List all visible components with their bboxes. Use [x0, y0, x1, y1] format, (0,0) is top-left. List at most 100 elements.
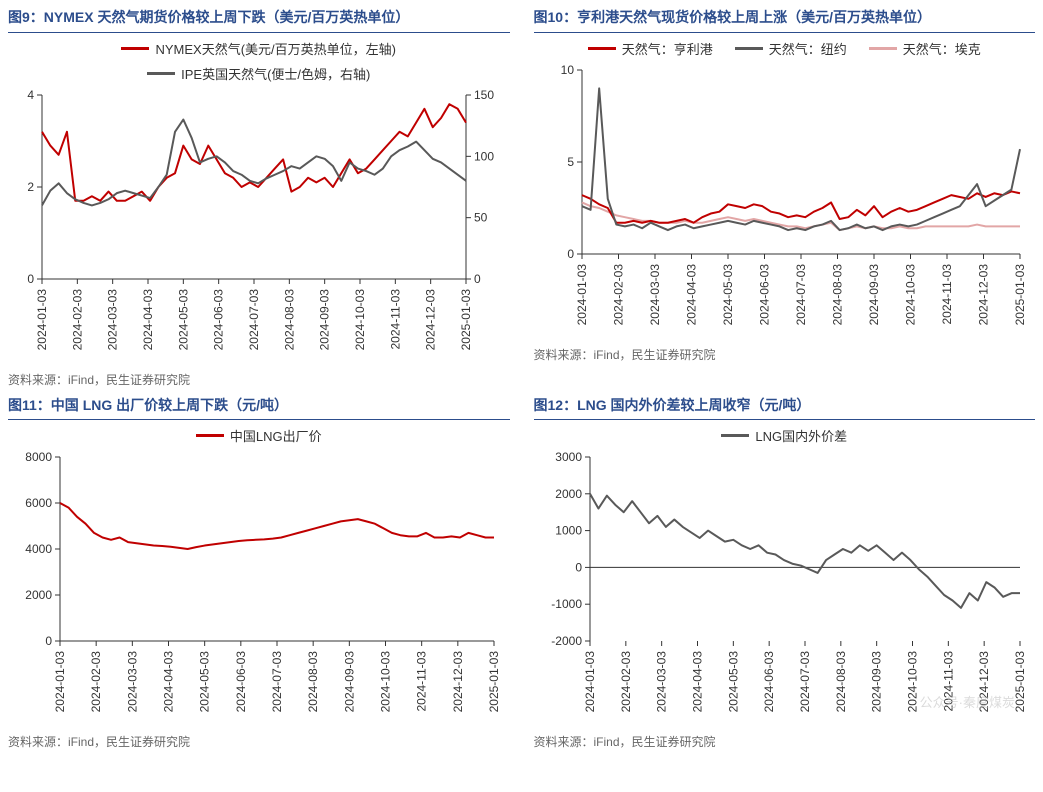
legend-label: NYMEX天然气(美元/百万英热单位，左轴) [155, 39, 396, 58]
svg-text:2000: 2000 [555, 487, 582, 501]
chart-legend: 天然气：亨利港 天然气：纽约 天然气：埃克 [534, 39, 1036, 58]
svg-text:0: 0 [27, 272, 34, 286]
svg-text:2024-11-03: 2024-11-03 [388, 288, 402, 349]
legend-swatch [869, 47, 897, 50]
svg-text:2024-11-03: 2024-11-03 [941, 651, 955, 712]
legend-swatch [121, 47, 149, 50]
legend-swatch [196, 434, 224, 437]
chart-svg: 0240501001502024-01-032024-02-032024-03-… [8, 87, 508, 367]
svg-text:2024-02-03: 2024-02-03 [70, 288, 84, 350]
svg-text:2024-01-03: 2024-01-03 [53, 651, 67, 713]
svg-text:2024-12-03: 2024-12-03 [451, 651, 465, 713]
svg-text:2000: 2000 [25, 588, 52, 602]
svg-text:5: 5 [567, 155, 574, 169]
legend-swatch [147, 72, 175, 75]
svg-text:-2000: -2000 [551, 634, 582, 648]
legend-item: 天然气：纽约 [735, 39, 847, 58]
legend-item: NYMEX天然气(美元/百万英热单位，左轴) [121, 39, 396, 58]
chart-svg: 020004000600080002024-01-032024-02-03202… [8, 449, 508, 729]
svg-text:100: 100 [474, 149, 494, 163]
svg-text:2024-08-03: 2024-08-03 [306, 651, 320, 713]
chart-panel-10: 图10：亨利港天然气现货价格较上周上涨（美元/百万英热单位） 天然气：亨利港天然… [534, 8, 1036, 388]
legend-label: 天然气：纽约 [769, 39, 847, 58]
svg-text:6000: 6000 [25, 496, 52, 510]
series-line [590, 494, 1020, 608]
svg-text:2024-11-03: 2024-11-03 [415, 651, 429, 712]
legend-swatch [721, 434, 749, 437]
chart-plot-area: 0240501001502024-01-032024-02-032024-03-… [8, 87, 510, 367]
chart-svg: 05102024-01-032024-02-032024-03-032024-0… [534, 62, 1034, 342]
legend-label: IPE英国天然气(便士/色姆，右轴) [181, 64, 370, 83]
svg-text:2024-01-03: 2024-01-03 [583, 651, 597, 713]
svg-text:2024-03-03: 2024-03-03 [106, 288, 120, 350]
svg-text:2024-09-03: 2024-09-03 [869, 651, 883, 713]
chart-panel-11: 图11：中国 LNG 出厂价较上周下跌（元/吨） 中国LNG出厂价 020004… [8, 396, 510, 751]
chart-source: 资料来源：iFind，民生证券研究院 [8, 733, 510, 750]
svg-text:2024-03-03: 2024-03-03 [648, 263, 662, 325]
chart-title: 图12：LNG 国内外价差较上周收窄（元/吨） [534, 396, 1036, 421]
chart-source: 资料来源：iFind，民生证券研究院 [534, 733, 1036, 750]
svg-text:2024-06-03: 2024-06-03 [234, 651, 248, 713]
svg-text:2: 2 [27, 180, 34, 194]
chart-source: 资料来源：iFind，民生证券研究院 [534, 346, 1036, 363]
svg-text:2025-01-03: 2025-01-03 [1013, 263, 1027, 325]
chart-legend: NYMEX天然气(美元/百万英热单位，左轴) IPE英国天然气(便士/色姆，右轴) [8, 39, 510, 83]
svg-text:2024-07-03: 2024-07-03 [247, 288, 261, 350]
svg-text:2024-03-03: 2024-03-03 [654, 651, 668, 713]
svg-text:2024-04-03: 2024-04-03 [690, 651, 704, 713]
svg-text:2024-08-03: 2024-08-03 [833, 651, 847, 713]
series-line [60, 503, 494, 549]
legend-label: 天然气：埃克 [903, 39, 981, 58]
svg-text:2024-10-03: 2024-10-03 [903, 263, 917, 325]
svg-text:2024-01-03: 2024-01-03 [35, 288, 49, 350]
legend-label: LNG国内外价差 [755, 426, 847, 445]
chart-panel-12: 图12：LNG 国内外价差较上周收窄（元/吨） LNG国内外价差 -2000 -1… [534, 396, 1036, 751]
chart-legend: LNG国内外价差 [534, 426, 1036, 445]
svg-text:4000: 4000 [25, 542, 52, 556]
chart-plot-area: -2000-100001000200030002024-01-032024-02… [534, 449, 1036, 729]
svg-text:2024-07-03: 2024-07-03 [270, 651, 284, 713]
svg-text:2024-11-03: 2024-11-03 [940, 263, 954, 324]
svg-text:50: 50 [474, 210, 488, 224]
svg-text:3000: 3000 [555, 450, 582, 464]
svg-text:8000: 8000 [25, 450, 52, 464]
chart-title: 图9：NYMEX 天然气期货价格较上周下跌（美元/百万英热单位） [8, 8, 510, 33]
series-line [582, 88, 1020, 230]
chart-source: 资料来源：iFind，民生证券研究院 [8, 371, 510, 388]
svg-text:150: 150 [474, 88, 494, 102]
svg-text:2024-06-03: 2024-06-03 [212, 288, 226, 350]
svg-text:2024-03-03: 2024-03-03 [125, 651, 139, 713]
svg-text:2024-02-03: 2024-02-03 [611, 263, 625, 325]
svg-text:2024-05-03: 2024-05-03 [176, 288, 190, 350]
svg-text:10: 10 [560, 63, 574, 77]
legend-item: LNG国内外价差 [721, 426, 847, 445]
chart-title: 图11：中国 LNG 出厂价较上周下跌（元/吨） [8, 396, 510, 421]
svg-text:-1000: -1000 [551, 597, 582, 611]
chart-svg: -2000-100001000200030002024-01-032024-02… [534, 449, 1034, 729]
svg-text:2024-12-03: 2024-12-03 [424, 288, 438, 350]
svg-text:2025-01-03: 2025-01-03 [1013, 651, 1027, 713]
svg-text:1000: 1000 [555, 524, 582, 538]
legend-label: 中国LNG出厂价 [230, 426, 322, 445]
chart-plot-area: 05102024-01-032024-02-032024-03-032024-0… [534, 62, 1036, 342]
chart-legend: 中国LNG出厂价 [8, 426, 510, 445]
svg-text:2024-09-03: 2024-09-03 [318, 288, 332, 350]
legend-swatch [588, 47, 616, 50]
svg-text:2024-04-03: 2024-04-03 [141, 288, 155, 350]
series-line [582, 191, 1020, 222]
series-line [42, 104, 466, 201]
legend-label: 天然气：亨利港 [622, 39, 713, 58]
svg-text:2024-07-03: 2024-07-03 [798, 651, 812, 713]
svg-text:4: 4 [27, 88, 34, 102]
svg-text:2024-09-03: 2024-09-03 [867, 263, 881, 325]
svg-text:2025-01-03: 2025-01-03 [487, 651, 501, 713]
legend-item: IPE英国天然气(便士/色姆，右轴) [147, 64, 370, 83]
svg-text:2024-08-03: 2024-08-03 [830, 263, 844, 325]
svg-text:2024-10-03: 2024-10-03 [379, 651, 393, 713]
svg-text:2024-02-03: 2024-02-03 [89, 651, 103, 713]
svg-text:2024-05-03: 2024-05-03 [726, 651, 740, 713]
legend-item: 中国LNG出厂价 [196, 426, 322, 445]
svg-text:2024-07-03: 2024-07-03 [794, 263, 808, 325]
svg-text:2024-05-03: 2024-05-03 [721, 263, 735, 325]
legend-swatch [735, 47, 763, 50]
